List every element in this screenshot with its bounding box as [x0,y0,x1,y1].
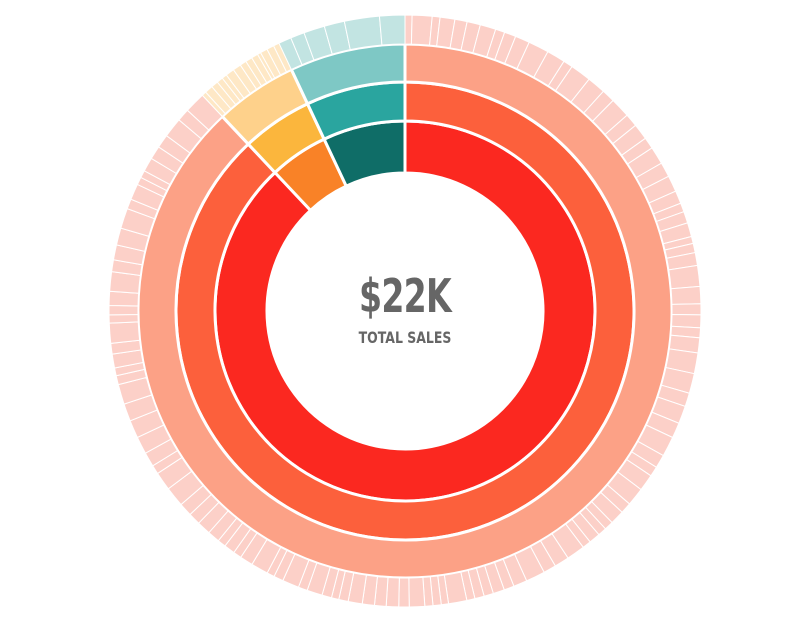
ring-4-segment-1-part-2 [410,14,433,46]
ring-4-segment-1-part-32 [670,285,702,305]
total-sales-value: $22K [359,269,452,323]
ring-4-segment-1-part-102 [108,321,141,344]
ring-4-segment-1-part-68 [398,577,410,608]
ring-4-segment-1-part-105 [108,290,140,307]
ring-4-segment-3-part-6 [378,14,406,46]
ring-4-segment-1-part-67 [408,576,426,608]
ring-4-segment-1-part-31 [668,264,701,290]
ring-4-segment-1-part-34 [671,313,702,329]
ring-4-segment-1-part-33 [671,303,702,316]
ring-4-segment-1-part-103 [108,314,139,324]
ring-4-segment-1-part-104 [108,304,139,316]
total-sales-label: TOTAL SALES [358,328,452,347]
ring-4-segment-3-part-5 [343,15,383,51]
